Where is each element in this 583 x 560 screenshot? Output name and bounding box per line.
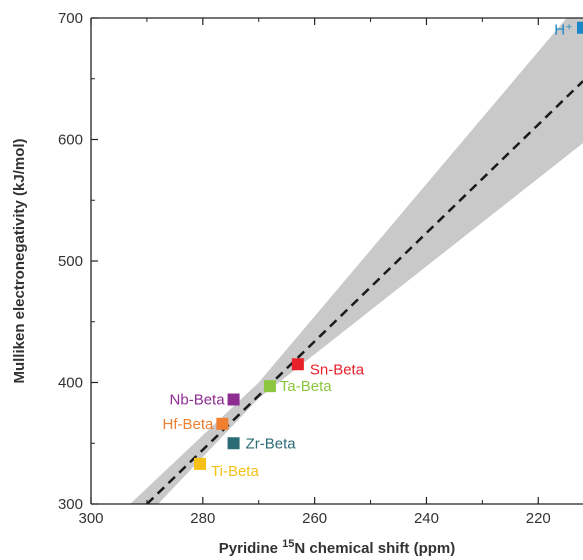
x-tick-label: 220	[526, 510, 551, 527]
x-axis-title-superscript: 15	[282, 538, 294, 550]
point-nb-beta	[227, 393, 240, 406]
point-label-ti-beta: Ti-Beta	[211, 463, 259, 480]
point-sn-beta	[291, 358, 304, 371]
y-tick-label: 300	[58, 496, 83, 513]
x-tick-label: 240	[414, 510, 439, 527]
x-tick-label: 280	[190, 510, 215, 527]
y-tick-label: 700	[58, 10, 83, 27]
fit-line	[146, 80, 583, 504]
point-label-ta-beta: Ta-Beta	[280, 378, 332, 395]
x-axis-title-prefix: Pyridine	[219, 540, 282, 557]
x-tick-label: 300	[78, 510, 103, 527]
point-label-nb-beta: Nb-Beta	[170, 392, 226, 409]
point-ti-beta	[194, 457, 207, 470]
x-tick-label: 260	[302, 510, 327, 527]
x-axis-title: Pyridine 15N chemical shift (ppm)	[219, 538, 455, 557]
point-h	[577, 21, 583, 34]
point-label-h: H⁺	[554, 22, 573, 39]
point-hf-beta	[216, 417, 229, 430]
y-tick-label: 600	[58, 132, 83, 149]
confidence-band	[130, 18, 583, 504]
point-label-hf-beta: Hf-Beta	[163, 416, 215, 433]
y-tick-label: 400	[58, 375, 83, 392]
point-zr-beta	[227, 437, 240, 450]
point-label-sn-beta: Sn-Beta	[310, 361, 365, 378]
y-axis-title: Mulliken electronegativity (kJ/mol)	[11, 138, 28, 383]
y-tick-label: 500	[58, 253, 83, 270]
point-label-zr-beta: Zr-Beta	[246, 435, 297, 452]
point-ta-beta	[263, 380, 276, 393]
x-axis-title-suffix: N chemical shift (ppm)	[294, 540, 455, 557]
